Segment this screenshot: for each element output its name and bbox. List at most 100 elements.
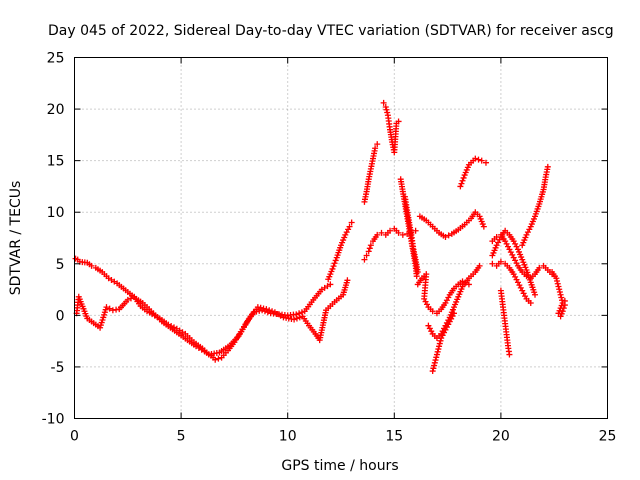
- series-early-low: [73, 277, 351, 358]
- x-tick-label: 10: [279, 429, 297, 445]
- data-point: [383, 106, 390, 113]
- data-point: [482, 159, 489, 166]
- series-late-22h-tail: [549, 269, 568, 320]
- series-arc-17h-high: [416, 155, 489, 240]
- data-point: [331, 260, 338, 267]
- data-point: [361, 256, 368, 263]
- data-point: [514, 279, 521, 286]
- data-point: [475, 156, 482, 163]
- data-point: [443, 297, 450, 304]
- data-point: [441, 329, 448, 336]
- data-point: [516, 282, 523, 289]
- data-point: [127, 295, 134, 302]
- data-point: [445, 294, 452, 301]
- data-point: [497, 258, 504, 265]
- data-point: [509, 251, 516, 258]
- data-point: [434, 348, 441, 355]
- data-point: [512, 257, 519, 264]
- data-point: [553, 275, 560, 282]
- data-point: [527, 299, 534, 306]
- data-point: [445, 232, 452, 239]
- data-point: [536, 264, 543, 271]
- data-point: [512, 273, 519, 280]
- x-axis-ticks: 0 5 10 15 20 25: [70, 57, 616, 445]
- data-point: [554, 280, 561, 287]
- x-tick-label: 20: [492, 429, 510, 445]
- data-point: [532, 291, 539, 298]
- data-point: [372, 145, 379, 152]
- data-point: [254, 304, 261, 311]
- data-point: [510, 254, 517, 261]
- data-point: [556, 286, 563, 293]
- data-point: [559, 308, 566, 315]
- data-point: [472, 155, 479, 162]
- data-point: [429, 308, 436, 315]
- data-point: [433, 351, 440, 358]
- series-fall-15h: [397, 176, 421, 280]
- data-point: [343, 229, 350, 236]
- data-point: [459, 278, 466, 285]
- series-peak-14h: [361, 99, 402, 205]
- data-point: [395, 229, 402, 236]
- data-point: [428, 328, 435, 335]
- data-point: [503, 240, 510, 247]
- data-point: [344, 277, 351, 284]
- data-point: [346, 223, 353, 230]
- data-point: [426, 325, 433, 332]
- data-point: [432, 357, 439, 364]
- data-point: [212, 356, 219, 363]
- data-point: [507, 249, 514, 256]
- data-point: [395, 118, 402, 125]
- data-point: [103, 304, 110, 311]
- series-late-20h: [489, 227, 556, 306]
- data-point: [437, 337, 444, 344]
- data-point: [384, 109, 391, 116]
- data-point: [378, 229, 385, 236]
- data-point: [457, 183, 464, 190]
- grid: [74, 57, 608, 419]
- y-tick-label: -5: [51, 360, 65, 376]
- data-point: [106, 305, 113, 312]
- data-point: [558, 294, 565, 301]
- data-point: [345, 226, 352, 233]
- data-point: [256, 307, 263, 314]
- data-point: [561, 297, 568, 304]
- data-point: [559, 297, 566, 304]
- series-late-21h-rise: [519, 163, 551, 249]
- data-point: [517, 284, 524, 291]
- data-point: [269, 308, 276, 315]
- data-point: [266, 307, 273, 314]
- y-tick-label: 5: [56, 257, 65, 273]
- data-point: [513, 276, 520, 283]
- data-point: [412, 227, 419, 234]
- data-point: [520, 290, 527, 297]
- data-point: [298, 309, 305, 316]
- data-point: [513, 260, 520, 267]
- y-axis-label: SDTVAR / TECUs: [8, 181, 24, 296]
- data-point: [374, 141, 381, 148]
- data-point: [506, 246, 513, 253]
- data-point: [124, 296, 131, 303]
- data-point: [367, 242, 374, 249]
- data-point: [554, 277, 561, 284]
- data-point: [442, 233, 449, 240]
- data-point: [291, 316, 298, 323]
- data-marks: [72, 99, 568, 375]
- data-point: [425, 322, 432, 329]
- series-mid-17h: [414, 262, 483, 375]
- data-point: [422, 298, 429, 305]
- data-point: [555, 283, 562, 290]
- series-rise-12h: [325, 219, 355, 283]
- data-point: [380, 99, 387, 106]
- series-drop-20h: [497, 287, 513, 358]
- data-point: [88, 262, 95, 269]
- data-point: [332, 257, 339, 264]
- data-point: [414, 269, 421, 276]
- data-point: [513, 243, 520, 250]
- y-tick-label: 20: [47, 102, 65, 118]
- data-point: [330, 263, 337, 270]
- data-point: [505, 243, 512, 250]
- plot-frame: [74, 57, 608, 419]
- y-tick-label: 15: [47, 154, 65, 170]
- data-point: [496, 236, 503, 243]
